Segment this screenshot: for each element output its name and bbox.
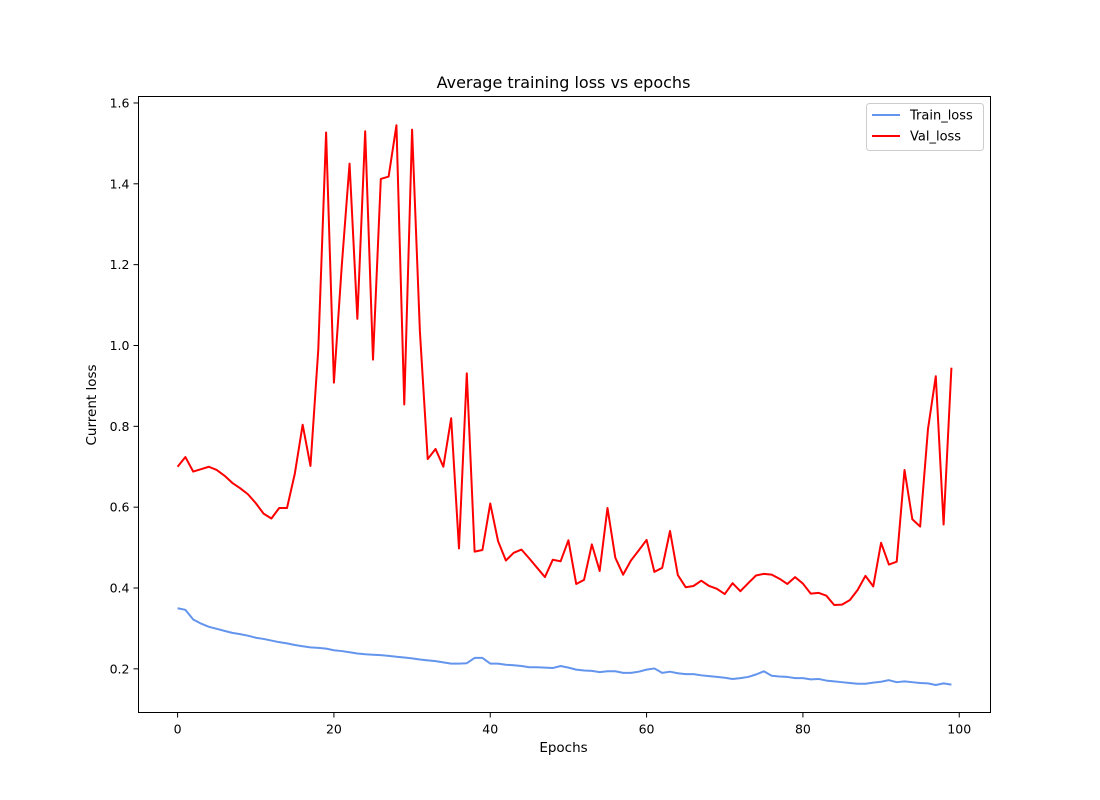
x-tick-label: 60	[639, 722, 655, 737]
chart-title: Average training loss vs epochs	[437, 73, 691, 92]
y-tick-label: 1.6	[110, 95, 130, 110]
x-tick-label: 100	[947, 722, 971, 737]
x-axis: 0 20 40 60 80 100	[174, 712, 971, 737]
legend-label-train-loss: Train_loss	[909, 109, 973, 124]
series-line-train-loss	[177, 607, 952, 687]
series-line-val-loss	[176, 124, 953, 606]
y-axis-label: Current loss	[84, 364, 100, 445]
y-tick-label: 1.0	[110, 338, 130, 353]
y-tick-label: 1.4	[110, 176, 130, 191]
y-axis: 0.2 0.4 0.6 0.8 1.0 1.2 1.4 1.6	[110, 95, 139, 676]
legend-label-val-loss: Val_loss	[910, 130, 961, 145]
x-tick-label: 40	[482, 722, 498, 737]
x-tick-label: 0	[174, 722, 182, 737]
legend: Train_loss Val_loss	[866, 103, 984, 151]
x-axis-label: Epochs	[539, 740, 587, 756]
y-tick-label: 0.8	[110, 419, 130, 434]
x-tick-label: 80	[795, 722, 811, 737]
y-tick-label: 0.6	[110, 500, 130, 515]
plot-lines	[176, 124, 953, 687]
x-tick-label: 20	[326, 722, 342, 737]
plot-frame	[138, 96, 991, 713]
y-tick-label: 0.2	[110, 661, 130, 676]
y-tick-label: 0.4	[110, 581, 130, 596]
y-tick-label: 1.2	[110, 257, 130, 272]
